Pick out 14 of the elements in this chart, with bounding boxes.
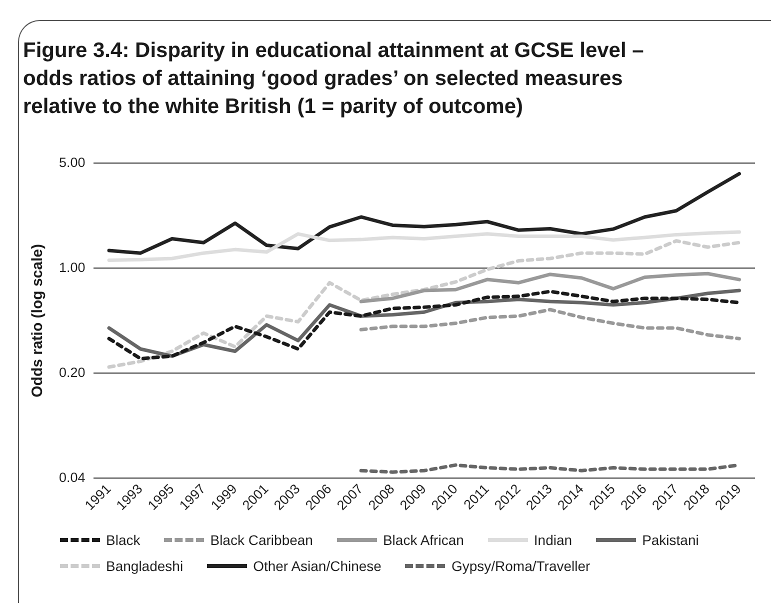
legend-label: Indian: [534, 532, 572, 548]
y-tick-label: 0.20: [58, 364, 86, 380]
legend-label: Black African: [382, 532, 464, 548]
y-tick-label: 5.00: [58, 154, 86, 170]
y-tick-label: 0.04: [58, 470, 86, 486]
y-tick-label: 1.00: [58, 260, 86, 275]
legend-label: Other Asian/Chinese: [253, 558, 382, 574]
legend-label: Gypsy/Roma/Traveller: [451, 558, 590, 574]
legend-label: Black Caribbean: [210, 532, 313, 548]
legend-label: Bangladeshi: [106, 558, 184, 574]
chart-title: Figure 3.4: Disparity in educational attainment at GCSE level – odds ratios of attaining ‘good grades’ on selected measures relative to the white British (1 = parity of outcome): [23, 38, 645, 120]
legend-label: Pakistani: [642, 532, 699, 548]
y-axis-title: Odds ratio (log scale): [29, 244, 46, 398]
legend-label: Black: [106, 532, 140, 548]
